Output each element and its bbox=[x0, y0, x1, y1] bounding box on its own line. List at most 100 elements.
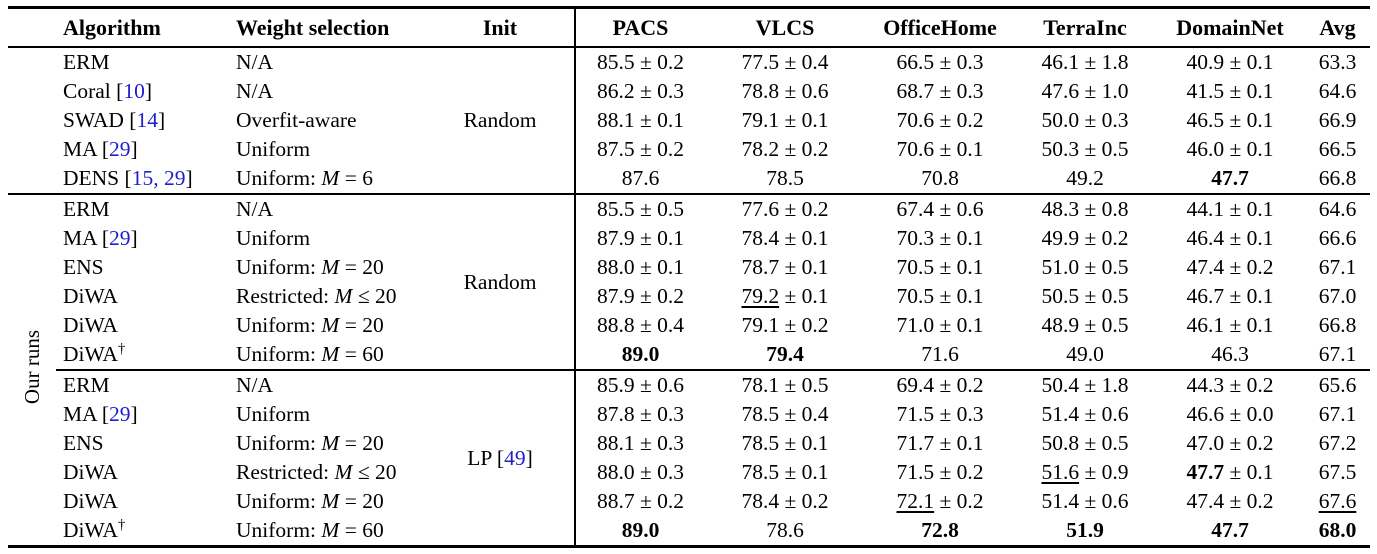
score-stddev: ± 0.1 bbox=[1229, 50, 1274, 74]
score-stddev: ± 0.2 bbox=[1229, 489, 1274, 513]
score-value: 78.5 bbox=[741, 431, 780, 455]
score-value: 48.9 bbox=[1041, 313, 1080, 337]
score-value: 49.9 bbox=[1041, 226, 1080, 250]
terrainc-value-cell: 51.4 ± 0.6 bbox=[1015, 400, 1155, 429]
citation-link[interactable]: 14 bbox=[136, 108, 158, 132]
officehome-value-cell: 71.5 ± 0.3 bbox=[865, 400, 1015, 429]
algorithm-name: DiWA bbox=[63, 342, 118, 366]
score-value: 50.3 bbox=[1041, 137, 1080, 161]
algorithm-name: MA bbox=[63, 226, 97, 250]
officehome-value-cell: 71.6 bbox=[865, 340, 1015, 370]
terrainc-value-cell: 49.0 bbox=[1015, 340, 1155, 370]
weight-selection-cell: Uniform: M = 20 bbox=[236, 487, 426, 516]
score-stddev: ± 0.6 bbox=[1084, 489, 1129, 513]
domainnet-value-cell: 41.5 ± 0.1 bbox=[1155, 77, 1305, 106]
table-row: MA [29] Uniform 87.8 ± 0.3 78.5 ± 0.4 71.5 ±… bbox=[8, 400, 1370, 429]
weight-label: N/A bbox=[236, 79, 274, 103]
score-value: 46.7 bbox=[1186, 284, 1225, 308]
math-variable: M bbox=[321, 313, 340, 337]
math-variable: M bbox=[334, 284, 353, 308]
avg-value-cell: 66.8 bbox=[1305, 311, 1370, 340]
citation-link[interactable]: 49 bbox=[504, 445, 526, 470]
officehome-value-cell: 70.8 bbox=[865, 164, 1015, 194]
score-stddev: ± 0.3 bbox=[639, 402, 685, 426]
math-relation: = 20 bbox=[344, 489, 384, 513]
table-row: Coral [10] N/A 86.2 ± 0.3 78.8 ± 0.6 68.7 ± … bbox=[8, 77, 1370, 106]
score-value: 67.1 bbox=[1318, 342, 1357, 366]
weight-label: N/A bbox=[236, 373, 274, 397]
score-value: 66.9 bbox=[1318, 108, 1357, 132]
score-stddev: ± 0.5 bbox=[784, 373, 829, 397]
score-value: 66.5 bbox=[896, 50, 935, 74]
citation-link[interactable]: 10 bbox=[123, 79, 145, 103]
table-row: DiWA† Uniform: M = 60 89.0 79.4 71.6 49.0 46.3… bbox=[8, 340, 1370, 370]
score-stddev: ± 0.3 bbox=[639, 460, 685, 484]
citation-link[interactable]: 29 bbox=[109, 226, 131, 250]
score-stddev: ± 0.1 bbox=[784, 255, 829, 279]
vlcs-value-cell: 78.8 ± 0.6 bbox=[705, 77, 865, 106]
score-value: 51.9 bbox=[1066, 518, 1104, 542]
citation-bracket-open: [ bbox=[124, 166, 132, 190]
score-value: 66.8 bbox=[1318, 166, 1357, 190]
algorithm-cell: ERM bbox=[56, 47, 236, 77]
algorithm-cell: MA [29] bbox=[56, 400, 236, 429]
table-row: ENS Uniform: M = 20 88.0 ± 0.1 78.7 ± 0.1 70… bbox=[8, 253, 1370, 282]
citation-link[interactable]: 29 bbox=[109, 137, 131, 161]
officehome-value-cell: 70.5 ± 0.1 bbox=[865, 253, 1015, 282]
vlcs-value-cell: 78.5 ± 0.1 bbox=[705, 429, 865, 458]
score-value: 50.0 bbox=[1041, 108, 1080, 132]
algorithm-cell: MA [29] bbox=[56, 135, 236, 164]
score-stddev: ± 0.1 bbox=[784, 108, 829, 132]
score-value: 88.8 bbox=[596, 313, 635, 337]
score-value: 46.5 bbox=[1186, 108, 1225, 132]
score-value: 46.1 bbox=[1041, 50, 1080, 74]
vlcs-value-cell: 79.4 bbox=[705, 340, 865, 370]
vlcs-value-cell: 78.5 ± 0.1 bbox=[705, 458, 865, 487]
table-row: DiWA Restricted: M ≤ 20 88.0 ± 0.3 78.5 ± 0… bbox=[8, 458, 1370, 487]
column-header-vlcs: VLCS bbox=[705, 7, 865, 48]
avg-value-cell: 65.6 bbox=[1305, 369, 1370, 400]
score-stddev: ± 1.8 bbox=[1084, 50, 1129, 74]
vlcs-value-cell: 78.1 ± 0.5 bbox=[705, 369, 865, 400]
algorithm-cell: SWAD [14] bbox=[56, 106, 236, 135]
score-value: 67.5 bbox=[1318, 460, 1357, 484]
citation-link[interactable]: 15, 29 bbox=[131, 166, 186, 190]
score-stddev: ± 1.0 bbox=[1084, 79, 1129, 103]
officehome-value-cell: 70.3 ± 0.1 bbox=[865, 224, 1015, 253]
officehome-value-cell: 70.6 ± 0.1 bbox=[865, 135, 1015, 164]
score-value: 89.0 bbox=[621, 518, 660, 542]
algorithm-name: ERM bbox=[63, 373, 110, 397]
score-value: 79.1 bbox=[741, 313, 780, 337]
citation-bracket-close: ] bbox=[130, 226, 138, 250]
vlcs-value-cell: 78.5 bbox=[705, 164, 865, 194]
score-value: 69.4 bbox=[896, 373, 935, 397]
score-stddev: ± 0.3 bbox=[939, 79, 984, 103]
math-relation: ≤ 20 bbox=[357, 284, 397, 308]
score-value: 46.4 bbox=[1186, 226, 1225, 250]
domainnet-value-cell: 44.3 ± 0.2 bbox=[1155, 369, 1305, 400]
domainnet-value-cell: 46.0 ± 0.1 bbox=[1155, 135, 1305, 164]
score-value: 88.0 bbox=[596, 255, 635, 279]
officehome-value-cell: 71.0 ± 0.1 bbox=[865, 311, 1015, 340]
score-value: 47.0 bbox=[1186, 431, 1225, 455]
score-stddev: ± 0.1 bbox=[939, 137, 984, 161]
algorithm-name: ENS bbox=[63, 255, 104, 279]
score-value: 70.3 bbox=[896, 226, 935, 250]
math-variable: M bbox=[321, 518, 340, 542]
algorithm-name: ENS bbox=[63, 431, 104, 455]
algorithm-name: DENS bbox=[63, 166, 120, 190]
results-table: Algorithm Weight selection Init PACS VLCS Off… bbox=[8, 6, 1370, 548]
score-value: 46.0 bbox=[1186, 137, 1225, 161]
table-row: MA [29] Uniform 87.9 ± 0.1 78.4 ± 0.1 70.3 ±… bbox=[8, 224, 1370, 253]
terrainc-value-cell: 50.8 ± 0.5 bbox=[1015, 429, 1155, 458]
domainnet-value-cell: 46.3 bbox=[1155, 340, 1305, 370]
citation-bracket-open: [ bbox=[101, 402, 110, 426]
score-value: 70.5 bbox=[896, 255, 935, 279]
score-stddev: ± 0.9 bbox=[1084, 460, 1129, 484]
score-value: 72.8 bbox=[921, 518, 959, 542]
pacs-value-cell: 88.8 ± 0.4 bbox=[574, 311, 705, 340]
score-value: 87.9 bbox=[596, 284, 635, 308]
vlcs-value-cell: 78.7 ± 0.1 bbox=[705, 253, 865, 282]
citation-link[interactable]: 29 bbox=[109, 402, 131, 426]
score-value: 78.5 bbox=[741, 460, 780, 484]
